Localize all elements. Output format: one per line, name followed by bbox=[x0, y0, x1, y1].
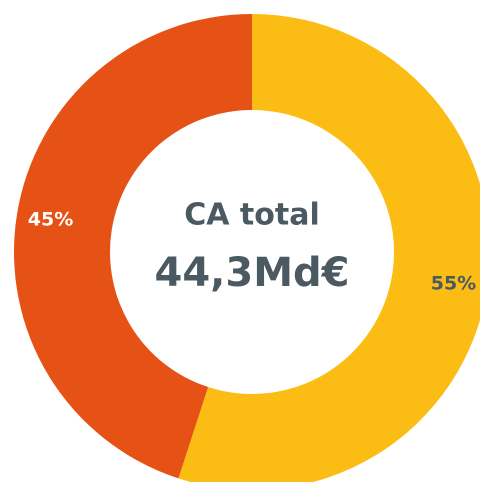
donut-slice bbox=[178, 14, 480, 482]
donut-slice bbox=[14, 14, 253, 479]
value-label: 55% bbox=[431, 272, 476, 294]
center-title: CA total bbox=[184, 198, 320, 233]
center-value: 44,3Md€ bbox=[155, 250, 350, 296]
value-label: 45% bbox=[28, 209, 73, 231]
